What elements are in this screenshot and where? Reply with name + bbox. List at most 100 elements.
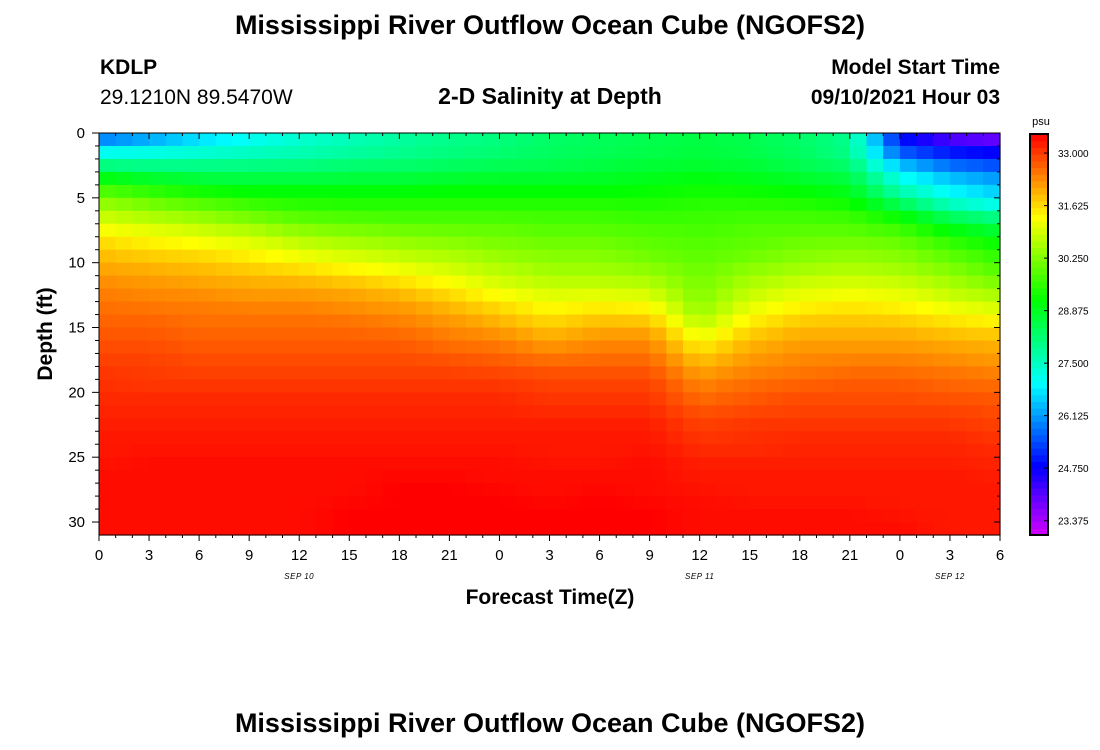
heatmap-cell [833,457,851,471]
heatmap-cell [432,353,450,368]
heatmap-cell [482,444,501,458]
heatmap-cell [416,236,434,251]
heatmap-cell [299,418,317,432]
heatmap-cell [783,418,801,432]
heatmap-cell [582,197,601,212]
heatmap-cell [416,158,434,173]
heatmap-cell [582,470,601,484]
heatmap-cell [966,470,984,484]
heatmap-cell [749,418,768,432]
y-tick-label: 25 [68,449,85,466]
heatmap-cell [232,145,250,160]
heatmap-cell [232,184,250,199]
heatmap-cell [282,327,300,342]
heatmap-cell [466,236,484,251]
heatmap-cell [165,171,184,186]
heatmap-cell [866,210,884,225]
heatmap-cell [866,496,884,510]
heatmap-cell [265,483,284,497]
heatmap-cell [466,483,484,497]
heatmap-cell [649,223,667,238]
heatmap-cell [766,457,784,471]
heatmap-cell [215,444,234,458]
heatmap-cell [616,327,634,342]
heatmap-cell [365,262,384,277]
heatmap-cell [165,327,184,342]
heatmap-cell [532,327,551,342]
heatmap-cell [699,158,717,173]
heatmap-cell [282,379,300,393]
heatmap-cell [632,301,651,316]
heatmap-cell [766,496,784,510]
heatmap-cell [249,379,267,393]
heatmap-cell [666,418,684,432]
heatmap-cell [949,496,968,510]
heatmap-cell [766,379,784,393]
heatmap-cell [249,288,267,303]
heatmap-cell [532,301,551,316]
heatmap-cell [232,314,250,329]
heatmap-cell [632,288,651,303]
heatmap-cell [115,470,133,484]
heatmap-cell [949,288,968,303]
heatmap-cell [482,145,501,160]
heatmap-cell [182,327,200,342]
heatmap-cell [783,405,801,419]
heatmap-cell [716,327,734,342]
heatmap-cell [182,314,200,329]
heatmap-cell [899,418,918,432]
heatmap-cell [516,509,534,523]
heatmap-cell [766,522,784,536]
heatmap-cell [566,171,584,186]
heatmap-cell [599,249,617,264]
heatmap-cell [599,210,617,225]
heatmap-cell [849,366,868,380]
heatmap-cell [432,197,450,212]
heatmap-cell [466,431,484,445]
y-tick-label: 10 [68,255,85,272]
heatmap-cell [265,145,284,160]
heatmap-cell [399,145,417,160]
heatmap-cell [566,301,584,316]
heatmap-cell [182,392,200,406]
heatmap-cell [249,223,267,238]
heatmap-cell [766,392,784,406]
heatmap-cell [866,327,884,342]
heatmap-cell [299,288,317,303]
heatmap-cell [265,340,284,355]
heatmap-cell [149,522,167,536]
heatmap-cell [499,483,517,497]
heatmap-cell [182,249,200,264]
heatmap-cell [365,470,384,484]
heatmap-cell [582,314,601,329]
heatmap-cell [365,288,384,303]
heatmap-cell [566,444,584,458]
heatmap-cell [349,158,367,173]
heatmap-cell [566,366,584,380]
colorbar-tick-label: 24.750 [1058,464,1089,475]
heatmap-cell [549,133,567,147]
main-title: Mississippi River Outflow Ocean Cube (NG… [234,10,866,40]
heatmap-cell [332,483,350,497]
heatmap-cell [566,496,584,510]
colorbar-segment [1030,387,1048,396]
heatmap-cell [332,184,350,199]
heatmap-cell [682,366,701,380]
heatmap-cell [933,275,951,290]
heatmap-cell [482,288,501,303]
heatmap-cell [99,509,117,523]
heatmap-cell [783,314,801,329]
heatmap-cell [983,223,1001,238]
heatmap-cell [883,392,901,406]
heatmap-cell [766,431,784,445]
heatmap-cell [899,444,918,458]
heatmap-cell [899,314,918,329]
heatmap-cell [282,210,300,225]
heatmap-cell [983,444,1001,458]
heatmap-cell [132,171,150,186]
heatmap-cell [749,522,768,536]
heatmap-cell [532,431,551,445]
heatmap-cell [516,470,534,484]
heatmap-cell [299,171,317,186]
heatmap-cell [516,444,534,458]
